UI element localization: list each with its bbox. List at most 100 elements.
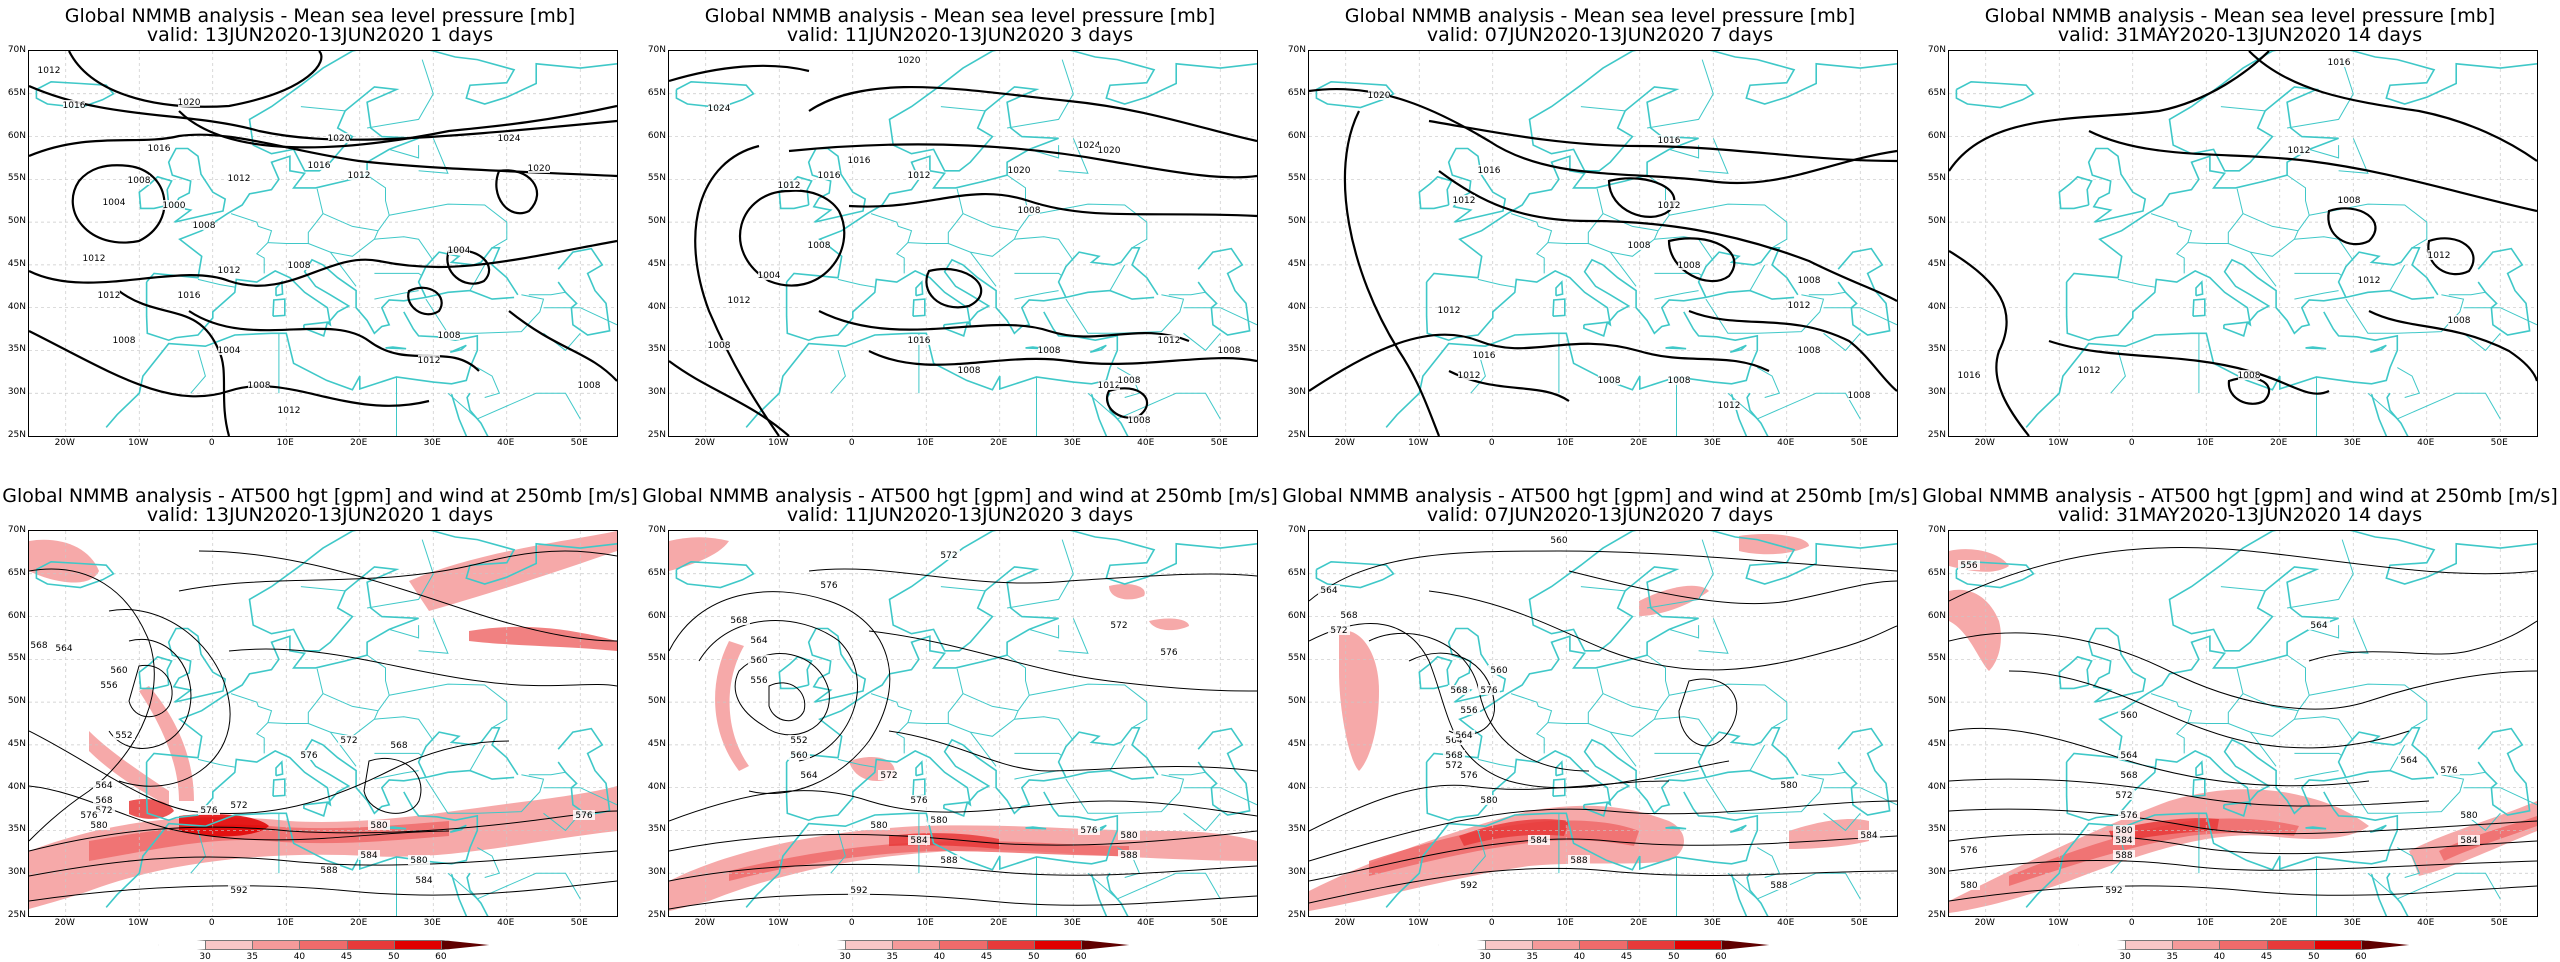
contour-label-bg	[108, 665, 130, 675]
height-contour	[178, 550, 617, 592]
contour-label: 580	[1780, 781, 1797, 791]
mslp-panel: Global NMMB analysis - Mean sea level pr…	[1280, 0, 1920, 480]
isobar	[29, 84, 617, 141]
coastline	[385, 346, 407, 350]
contour-label-bg	[1338, 610, 1360, 620]
coastline	[992, 531, 1257, 585]
contour-label: 588	[320, 866, 337, 876]
country-border	[329, 731, 357, 767]
isobar	[29, 133, 617, 178]
contour-label-bg	[1658, 200, 1680, 210]
height-contour	[128, 664, 173, 718]
coastline	[2477, 727, 2531, 816]
lon-tick-label: 20E	[350, 918, 368, 928]
contour-label: 564	[2310, 621, 2327, 631]
lat-tick-label: 55N	[1927, 173, 1946, 184]
map-svg: 5605645685725765605565645685725765805845…	[1309, 531, 1897, 916]
isobar	[29, 330, 430, 407]
country-border	[447, 392, 581, 420]
country-border	[267, 668, 324, 724]
colorbar-cell	[2313, 940, 2362, 950]
lon-tick-label: 40E	[497, 438, 515, 448]
contour-label: 1016	[1473, 351, 1496, 361]
contour-label: 1008	[248, 381, 271, 391]
isobar	[29, 239, 617, 287]
country-border	[1588, 710, 1659, 737]
contour-label: 1008	[1128, 416, 1151, 426]
wind-colorbar: 30 35 40 45 50 60	[1438, 940, 1769, 962]
lon-tick-label: 50E	[1850, 438, 1868, 448]
colorbar-label: 35	[886, 952, 898, 962]
lat-tick-label: 60N	[1287, 130, 1306, 141]
coastline	[1583, 321, 1609, 337]
lat-tick-label: 40N	[1927, 781, 1946, 792]
lat-tick-label: 60N	[7, 610, 26, 621]
height-contour	[29, 850, 617, 877]
lon-tick-label: 30E	[423, 438, 441, 448]
coastline	[1197, 727, 1251, 816]
isobar	[446, 249, 491, 285]
coastline	[2337, 247, 2439, 298]
country-border	[300, 106, 346, 112]
contour-label: 592	[850, 886, 867, 896]
lat-tick-label: 50N	[1927, 696, 1946, 707]
z500-panel: Global NMMB analysis - AT500 hgt [gpm] a…	[640, 480, 1280, 962]
contour-label: 560	[790, 751, 807, 761]
coastline	[138, 655, 173, 690]
contour-label-bg	[93, 795, 115, 805]
height-contour	[2308, 620, 2537, 662]
country-border	[830, 830, 846, 874]
colorbar-cell	[440, 940, 489, 950]
height-contour	[29, 568, 155, 842]
contour-label-bg	[1078, 140, 1100, 150]
country-border	[1014, 716, 1074, 741]
panel-valid-range: valid: 11JUN2020-13JUN2020 3 days	[786, 504, 1134, 526]
lon-tick-label: 40E	[2417, 918, 2435, 928]
contour-label: 1016	[308, 161, 331, 171]
lon-tick-label: 0	[2128, 918, 2135, 928]
country-border	[1588, 230, 1659, 257]
lat-tick-label: 25N	[7, 910, 26, 920]
lat-tick-label: 50N	[7, 216, 26, 227]
lat-tick-label: 50N	[647, 216, 666, 227]
contour-label-bg	[1628, 240, 1650, 250]
contour-label-bg	[63, 100, 85, 110]
coastline	[2272, 51, 2537, 105]
contour-label: 1012	[1718, 401, 1741, 411]
contour-label: 1008	[1018, 206, 1041, 216]
contour-label: 1000	[163, 201, 186, 211]
contour-label-bg	[928, 815, 950, 825]
country-border	[543, 332, 581, 352]
map-svg: 1016 1012 1008 1012 1012 1008 1016 1012 1008	[1949, 51, 2537, 436]
contour-label: 564	[1445, 736, 1462, 746]
country-border	[1183, 332, 1221, 352]
colorbar-cell	[1532, 940, 1581, 950]
lat-tick-label: 35N	[647, 824, 666, 835]
colorbar-cell	[1579, 940, 1628, 950]
country-border	[1014, 290, 1059, 300]
contour-label: 580	[370, 821, 387, 831]
coastline	[675, 80, 755, 109]
contour-label-bg	[248, 380, 270, 390]
country-border	[1823, 307, 1897, 326]
country-border	[528, 771, 566, 776]
country-border	[418, 138, 449, 174]
country-border	[1580, 586, 1626, 592]
isobar	[188, 310, 480, 372]
contour-label-bg	[848, 155, 870, 165]
contour-label: 1012	[2078, 366, 2101, 376]
contour-label: 1012	[83, 254, 106, 264]
contour-label: 1016	[1958, 371, 1981, 381]
wind-speed-shading	[1149, 618, 1189, 631]
country-border	[367, 59, 434, 129]
contour-label: 568	[30, 641, 47, 651]
lat-tick-label: 45N	[1927, 258, 1946, 269]
contour-label-bg	[1458, 770, 1480, 780]
coastline	[167, 147, 227, 223]
lat-tick-label: 65N	[1287, 87, 1306, 98]
height-contour	[1309, 550, 1897, 602]
lon-tick-label: 10E	[916, 438, 934, 448]
wind-speed-shading	[139, 686, 194, 801]
lat-tick-label: 40N	[647, 301, 666, 312]
contour-label: 1012	[1453, 196, 1476, 206]
